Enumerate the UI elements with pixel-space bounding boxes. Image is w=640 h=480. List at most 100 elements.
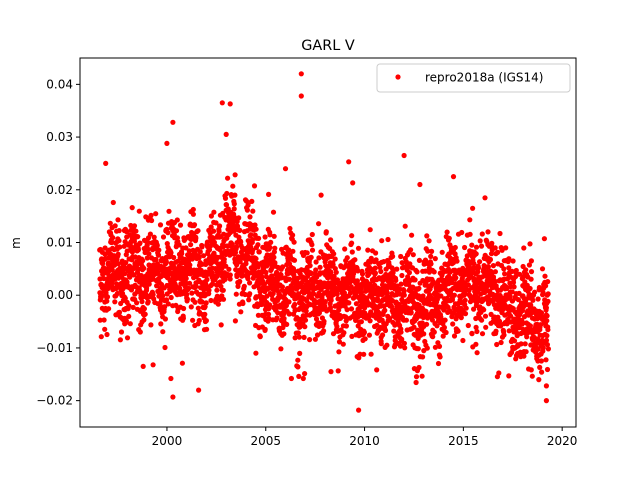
scatter-point — [173, 228, 180, 234]
scatter-point — [424, 233, 430, 239]
scatter-point — [490, 263, 496, 269]
scatter-point — [145, 299, 151, 305]
scatter-point — [291, 257, 298, 263]
scatter-point — [323, 229, 329, 235]
scatter-point — [141, 306, 147, 312]
scatter-point — [144, 285, 150, 291]
scatter-point — [330, 262, 336, 268]
scatter-point — [513, 267, 519, 274]
scatter-point — [519, 321, 525, 327]
scatter-point — [478, 243, 485, 249]
scatter-point — [186, 248, 192, 254]
scatter-point — [544, 318, 550, 324]
scatter-point — [190, 211, 196, 217]
scatter-point — [253, 226, 259, 232]
scatter-point — [151, 234, 157, 240]
scatter-point — [539, 369, 545, 375]
scatter-point — [192, 299, 198, 305]
x-axis: 2000 2005 2010 2015 2020 — [152, 427, 577, 448]
scatter-point — [527, 323, 534, 329]
scatter-point — [199, 244, 205, 250]
scatter-point — [203, 318, 209, 324]
scatter-point — [402, 345, 408, 351]
scatter-point — [296, 334, 302, 340]
scatter-point — [237, 259, 243, 265]
scatter-point — [473, 324, 479, 330]
scatter-point — [308, 254, 314, 260]
scatter-point — [229, 241, 235, 247]
scatter-point — [449, 280, 455, 286]
scatter-point — [270, 209, 277, 215]
scatter-point — [414, 269, 420, 275]
scatter-point — [471, 261, 477, 267]
scatter-point — [247, 291, 253, 297]
scatter-point — [109, 239, 115, 246]
scatter-point — [403, 317, 409, 323]
x-tick-label: 2010 — [349, 434, 380, 448]
scatter-point — [146, 251, 152, 257]
scatter-point — [246, 297, 252, 303]
scatter-point — [153, 256, 159, 263]
scatter-point — [223, 202, 230, 208]
scatter-point — [158, 321, 164, 327]
scatter-point — [295, 330, 301, 336]
scatter-point — [530, 297, 536, 303]
scatter-point — [518, 330, 524, 337]
scatter-point — [328, 237, 334, 243]
scatter-point — [344, 307, 350, 313]
scatter-point — [249, 198, 255, 204]
scatter-point — [259, 274, 265, 280]
scatter-point — [251, 183, 258, 189]
scatter-point — [440, 333, 446, 339]
scatter-points — [97, 71, 552, 413]
scatter-point — [133, 228, 139, 234]
scatter-point — [283, 302, 289, 309]
scatter-point — [202, 311, 208, 317]
scatter-point — [148, 212, 154, 218]
scatter-point — [473, 315, 479, 322]
scatter-point — [489, 240, 495, 246]
scatter-point — [134, 300, 140, 306]
scatter-point — [213, 220, 219, 226]
scatter-point — [482, 313, 489, 319]
scatter-point — [328, 269, 334, 275]
scatter-point — [332, 256, 338, 262]
scatter-point — [353, 301, 359, 307]
scatter-point — [398, 253, 404, 260]
scatter-point — [441, 324, 447, 331]
scatter-point — [127, 274, 133, 280]
scatter-point — [475, 265, 482, 271]
scatter-point — [459, 229, 465, 236]
scatter-point — [506, 265, 512, 271]
scatter-point — [102, 326, 108, 332]
scatter-point — [535, 296, 541, 302]
scatter-point — [545, 279, 551, 285]
scatter-point — [208, 213, 214, 219]
scatter-point — [429, 248, 435, 254]
scatter-point — [308, 270, 314, 276]
scatter-point — [462, 244, 468, 251]
scatter-point — [235, 283, 241, 289]
scatter-point — [502, 271, 508, 277]
scatter-point — [286, 311, 292, 317]
scatter-point — [408, 309, 414, 316]
scatter-point — [303, 308, 309, 314]
scatter-point — [528, 276, 534, 282]
scatter-point — [399, 272, 405, 279]
scatter-point — [328, 297, 334, 303]
scatter-point — [501, 266, 507, 272]
scatter-point — [511, 284, 517, 290]
scatter-point — [147, 231, 153, 237]
scatter-point — [415, 346, 421, 352]
scatter-point — [190, 317, 196, 323]
scatter-point — [162, 316, 168, 322]
scatter-point — [165, 301, 171, 307]
scatter-point — [248, 232, 254, 238]
scatter-point — [127, 321, 133, 327]
scatter-point — [141, 265, 147, 271]
scatter-point — [538, 358, 545, 364]
scatter-point — [368, 309, 374, 315]
scatter-point — [474, 328, 480, 335]
scatter-point — [452, 244, 458, 251]
